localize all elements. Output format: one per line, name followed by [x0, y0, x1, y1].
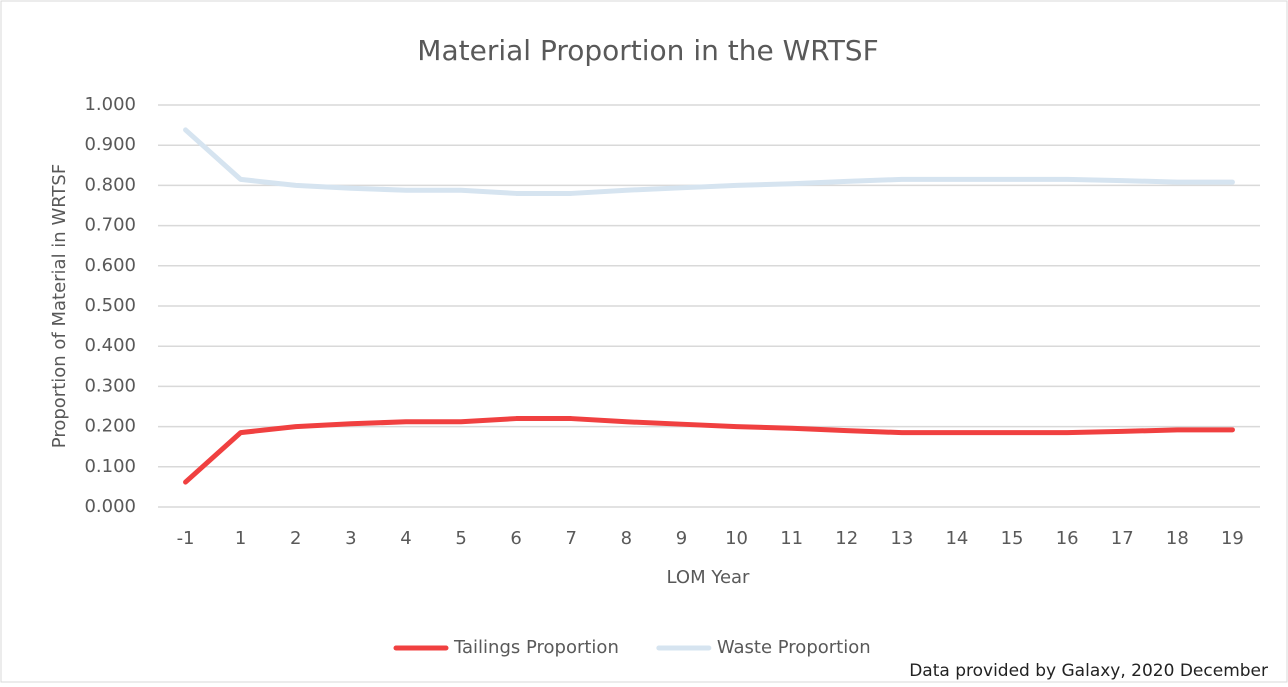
- note: Data provided by Galaxy, 2020 December: [909, 661, 1268, 681]
- y-tick-label: 0.100: [84, 456, 136, 477]
- x-tick-label: 15: [1001, 528, 1024, 549]
- x-tick-label: 1: [235, 528, 246, 549]
- y-tick-label: 0.500: [84, 295, 136, 316]
- chart-title: Material Proportion in the WRTSF: [417, 34, 878, 67]
- x-tick-label: 10: [725, 528, 748, 549]
- series-line: [183, 127, 1235, 196]
- series-line: [183, 416, 1235, 485]
- y-tick-label: 0.300: [84, 375, 136, 396]
- x-tick-label: 18: [1166, 528, 1189, 549]
- x-tick-label: 6: [510, 528, 521, 549]
- x-axis-label: LOM Year: [667, 567, 751, 588]
- x-tick-label: 14: [945, 528, 968, 549]
- legend-label: Waste Proportion: [717, 637, 871, 658]
- x-tick-label: 19: [1221, 528, 1244, 549]
- y-tick-label: 0.200: [84, 416, 136, 437]
- x-tick-label: 5: [455, 528, 466, 549]
- x-tick-label: 8: [621, 528, 632, 549]
- x-tick-label: 16: [1056, 528, 1079, 549]
- y-tick-label: 0.600: [84, 255, 136, 276]
- x-tick-label: 17: [1111, 528, 1134, 549]
- y-tick-label: 1.000: [84, 94, 136, 115]
- y-tick-label: 0.900: [84, 134, 136, 155]
- y-axis-label: Proportion of Material in WRTSF: [49, 164, 70, 448]
- x-tick-label: 11: [780, 528, 803, 549]
- x-tick-label: 7: [566, 528, 577, 549]
- legend-label: Tailings Proportion: [453, 637, 619, 658]
- y-tick-label: 0.400: [84, 335, 136, 356]
- x-tick-label: 12: [835, 528, 858, 549]
- x-tick-label: -1: [177, 528, 195, 549]
- x-tick-label: 2: [290, 528, 301, 549]
- y-tick-label: 0.700: [84, 215, 136, 236]
- x-tick-label: 13: [890, 528, 913, 549]
- x-tick-label: 9: [676, 528, 687, 549]
- x-tick-label: 3: [345, 528, 356, 549]
- x-tick-label: 4: [400, 528, 411, 549]
- y-tick-label: 0.800: [84, 174, 136, 195]
- y-tick-label: 0.000: [84, 496, 136, 517]
